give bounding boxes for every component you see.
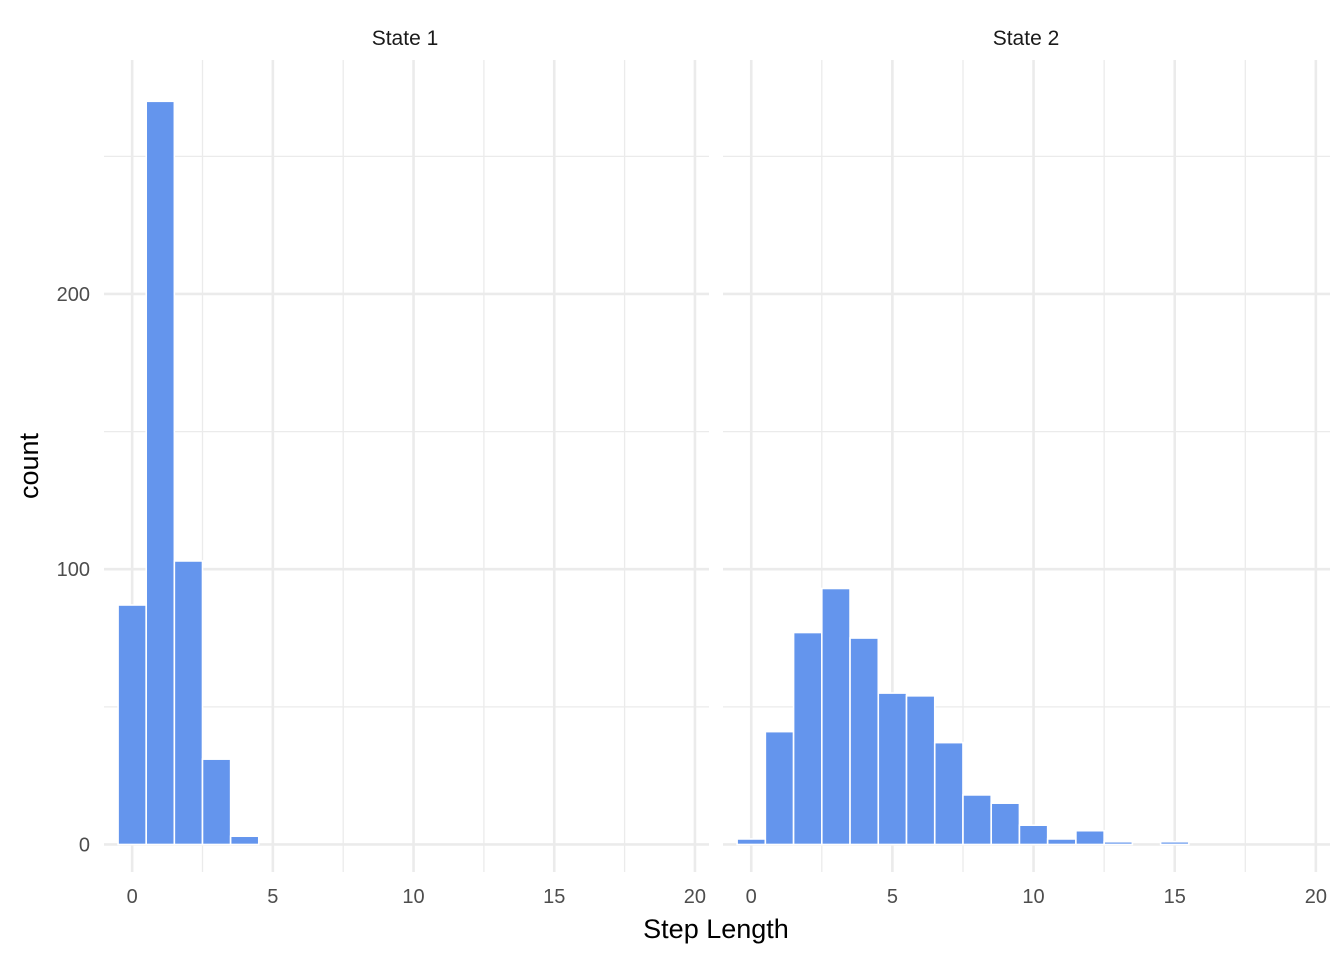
y-tick-label: 200: [57, 284, 90, 306]
histogram-bar: [1075, 829, 1105, 846]
y-axis-title: count: [14, 432, 44, 499]
x-axis-title: Step Length: [643, 914, 789, 944]
y-axis: 0 100 200: [57, 284, 90, 857]
histogram-bar: [1046, 838, 1077, 846]
histogram-bar: [117, 604, 148, 846]
y-tick-label: 100: [57, 559, 90, 581]
x-tick-label: 5: [887, 886, 898, 908]
histogram-bar: [849, 637, 880, 846]
histogram-bar: [1159, 840, 1190, 846]
histogram-bar: [905, 695, 936, 846]
histogram-bar: [962, 794, 993, 846]
histogram-bar: [792, 631, 823, 846]
histogram-bar: [1103, 840, 1134, 846]
x-tick-label: 15: [1164, 886, 1186, 908]
histogram-bar: [201, 758, 232, 846]
facet-label-state-2: State 2: [993, 27, 1060, 50]
y-tick-label: 0: [79, 834, 90, 856]
histogram-bar: [229, 835, 260, 846]
x-tick-label: 0: [127, 886, 138, 908]
x-tick-label: 15: [543, 886, 565, 908]
x-tick-label: 10: [1022, 886, 1044, 908]
facet-state-2: State 2 0 5 10 15 20: [723, 27, 1330, 908]
panel-state-2: 0 5 10 15 20: [723, 60, 1330, 908]
x-tick-label: 5: [267, 886, 278, 908]
histogram-bar: [821, 587, 851, 846]
x-tick-label: 20: [684, 886, 706, 908]
panel-state-1: 0 5 10 15 20: [104, 60, 709, 908]
histogram-bar: [1018, 824, 1049, 846]
histogram-bar: [736, 838, 767, 846]
histogram-bar: [173, 560, 204, 846]
x-tick-label: 10: [402, 886, 424, 908]
x-tick-label: 0: [746, 886, 757, 908]
histogram-bar: [145, 100, 176, 846]
histogram-bar: [990, 802, 1021, 846]
histogram-bar: [764, 730, 795, 846]
facet-label-state-1: State 1: [372, 27, 439, 50]
histogram-bar: [933, 741, 964, 846]
facet-state-1: State 1 0 5 10 15 20: [104, 27, 709, 908]
histogram-bar: [877, 692, 908, 846]
x-tick-label: 20: [1305, 886, 1327, 908]
